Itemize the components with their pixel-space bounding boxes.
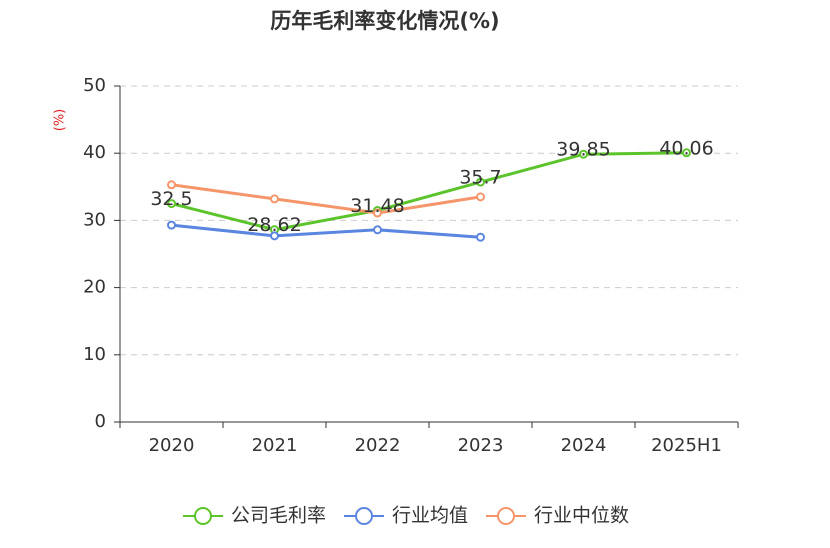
data-point [167,180,176,190]
data-point [579,149,588,159]
data-point [476,192,485,202]
data-point [682,148,691,158]
x-tick-label: 2022 [355,435,401,456]
series-line [171,151,687,232]
data-point [476,232,485,242]
data-label: 39.85 [556,139,610,161]
legend-icon [497,507,515,525]
y-tick-label: 20 [83,277,106,298]
x-tick-label: 2024 [561,435,607,456]
y-tick-label: 0 [95,411,106,432]
x-tick-label: 2021 [252,435,298,456]
data-point [167,199,176,209]
y-tick-label: 30 [83,209,106,230]
data-label: 35.7 [459,167,501,189]
y-tick-label: 10 [83,344,106,365]
data-point [373,208,382,218]
y-tick-label: 50 [83,75,106,96]
legend-label: 行业中位数 [534,505,629,527]
data-point [270,194,279,204]
series-line [171,223,481,239]
data-label: 32.5 [150,188,192,210]
x-tick-label: 2023 [458,435,504,456]
data-point [270,231,279,241]
data-label: 28.62 [247,214,301,236]
data-point [476,177,485,187]
x-tick-label: 2025H1 [651,435,722,456]
y-tick-label: 40 [83,142,106,163]
series-line [171,183,481,215]
data-point [167,220,176,230]
data-point [373,225,382,235]
data-label: 31.48 [350,195,404,217]
data-label: 40.06 [659,137,713,159]
legend-icon [194,507,212,525]
legend-icon [355,507,373,525]
chart-title: 历年毛利率变化情况(%) [270,9,499,33]
legend-label: 行业均值 [392,505,468,527]
x-tick-label: 2020 [149,435,195,456]
y-axis-label: (%) [53,109,68,132]
legend-label: 公司毛利率 [231,505,326,527]
